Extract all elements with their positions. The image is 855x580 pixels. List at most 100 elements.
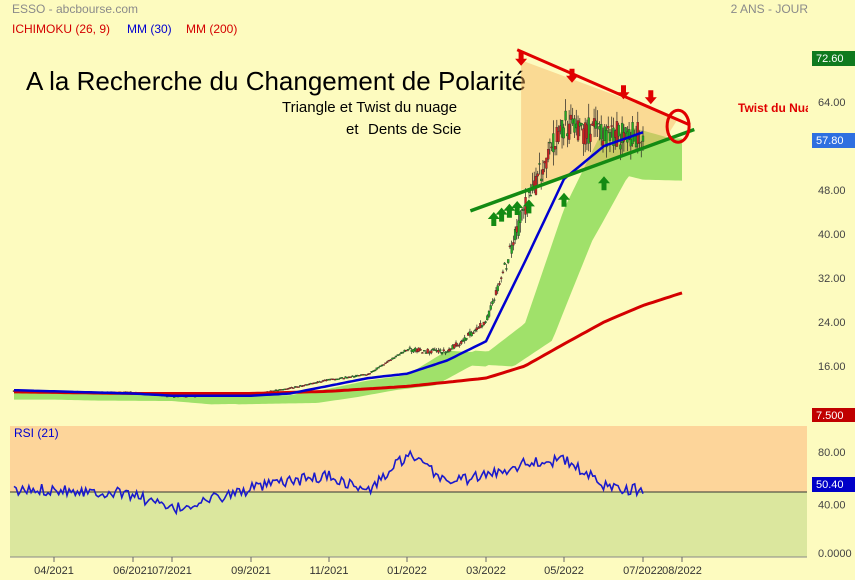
- candle-body: [446, 351, 449, 353]
- candle-body: [379, 365, 382, 368]
- candle-body: [494, 290, 498, 295]
- candle-body: [297, 386, 300, 388]
- upper-trendline: [516, 48, 691, 127]
- candle-body: [320, 381, 323, 383]
- candle-body: [389, 359, 392, 361]
- candle-body: [398, 354, 401, 356]
- price-tick-label: 40.00: [818, 229, 846, 241]
- candle-body: [564, 110, 567, 121]
- candle-body: [406, 349, 410, 351]
- candle-body: [638, 142, 641, 144]
- price-tick-label: 24.00: [818, 317, 846, 329]
- price-tick-label: 16.00: [818, 361, 846, 373]
- candle-body: [368, 373, 371, 375]
- x-tick-label: 01/2022: [387, 565, 427, 577]
- candle-body: [500, 277, 503, 279]
- candle-body: [477, 327, 480, 329]
- period-label: 2 ANS - JOUR: [731, 2, 809, 16]
- candle-body: [622, 132, 626, 142]
- candle-body: [440, 352, 444, 355]
- up-arrow: [598, 176, 610, 191]
- down-arrow: [566, 68, 578, 83]
- candle-body: [349, 376, 352, 378]
- candle-body: [405, 349, 408, 352]
- up-arrow: [558, 192, 570, 207]
- candle-body: [529, 195, 532, 197]
- candle-body: [545, 157, 548, 169]
- rsi-axis: 0.0000 40.00 80.00: [818, 447, 852, 560]
- rsi-badge-bg: [812, 477, 855, 492]
- candle-body: [454, 342, 458, 346]
- candle-body: [307, 383, 311, 386]
- candle-body: [346, 377, 349, 379]
- candle-body: [423, 350, 426, 352]
- legend-mm30: MM (30): [127, 22, 172, 36]
- candle-body: [541, 169, 545, 175]
- candle-body: [292, 387, 295, 389]
- x-tick-label: 07/2021: [152, 565, 192, 577]
- badge-top: 72.60: [816, 53, 844, 65]
- rsi-tick-label: 0.0000: [818, 548, 852, 560]
- candle-body: [512, 242, 515, 246]
- candle-body: [493, 299, 496, 301]
- candle-body: [458, 344, 461, 346]
- price-tick-label: 32.00: [818, 273, 846, 285]
- candle-body: [594, 120, 598, 129]
- up-arrow: [503, 203, 516, 218]
- candle-body: [431, 348, 435, 351]
- candle-body: [453, 344, 456, 349]
- x-tick-label: 09/2021: [231, 565, 271, 577]
- candle-body: [510, 245, 513, 254]
- x-tick-label: 06/2021: [113, 565, 153, 577]
- up-arrow: [487, 212, 500, 226]
- mm30-line: [13, 131, 644, 397]
- cloud-area: [14, 127, 682, 405]
- candle-body: [465, 337, 468, 340]
- candle-body: [576, 120, 580, 141]
- candle-body: [569, 114, 573, 120]
- candle-body: [377, 367, 380, 369]
- chart-subtitle-2-prefix: et: [346, 121, 359, 138]
- candle-body: [624, 127, 627, 134]
- candle-body: [480, 325, 484, 327]
- candle-body: [540, 178, 543, 181]
- rsi-zone-high: [10, 426, 807, 492]
- candle-body: [587, 117, 590, 144]
- price-tick-label: 64.00: [818, 97, 846, 109]
- x-tick-label: 08/2022: [662, 565, 702, 577]
- candle-body: [394, 355, 398, 358]
- badge-bottom-bg: [812, 408, 855, 422]
- trend-annotations: [469, 48, 695, 226]
- legend-mm200: MM (200): [186, 22, 237, 36]
- candle-body: [489, 305, 492, 310]
- candle-body: [505, 268, 508, 270]
- candle-body: [536, 173, 539, 177]
- up-arrow: [495, 207, 508, 222]
- candle-body: [513, 228, 517, 241]
- candle-body: [375, 367, 378, 370]
- x-tick-label: 05/2022: [544, 565, 584, 577]
- candle-body: [342, 378, 345, 380]
- candle-body: [470, 332, 473, 337]
- candle-body: [447, 348, 451, 352]
- candle-body: [472, 332, 475, 335]
- candle-body: [484, 321, 487, 323]
- candle-body: [519, 211, 522, 223]
- down-arrow: [515, 51, 528, 66]
- candle-body: [496, 285, 499, 292]
- candle-body: [372, 370, 375, 373]
- candle-body: [546, 149, 550, 160]
- rsi-zone-low: [10, 492, 807, 557]
- candle-body: [419, 349, 422, 351]
- candle-body: [557, 131, 560, 142]
- x-tick-label: 11/2021: [310, 565, 349, 577]
- candle-body: [482, 321, 485, 326]
- chart-subtitle-2: Dents de Scie: [368, 121, 461, 138]
- rsi-label: RSI (21): [14, 426, 59, 440]
- candle-body: [491, 301, 494, 305]
- candle-body: [460, 340, 463, 344]
- badge-top-bg: [812, 51, 855, 66]
- candle-body: [393, 357, 396, 359]
- candle-body: [627, 129, 631, 140]
- down-arrow: [617, 85, 630, 100]
